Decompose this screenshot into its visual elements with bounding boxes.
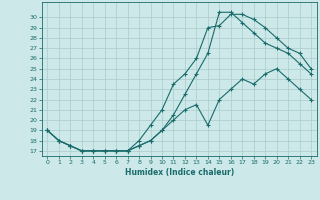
X-axis label: Humidex (Indice chaleur): Humidex (Indice chaleur) [124, 168, 234, 177]
